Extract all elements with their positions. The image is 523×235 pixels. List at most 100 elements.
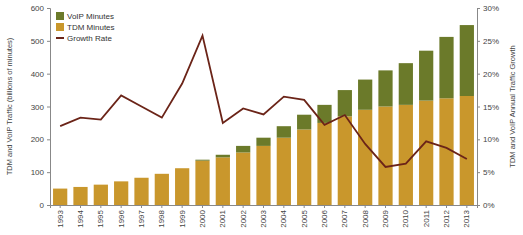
bar bbox=[378, 107, 392, 206]
y2-axis-title: TDM and VoIP Annual Traffic Growth bbox=[508, 45, 517, 167]
bar bbox=[73, 186, 87, 187]
bar bbox=[358, 110, 372, 205]
tick-label: 1993 bbox=[56, 209, 65, 227]
tick-label: 2012 bbox=[442, 209, 451, 227]
bar bbox=[317, 105, 331, 123]
tick-label: 15% bbox=[483, 103, 499, 112]
bar bbox=[134, 177, 148, 178]
tick-label: 2008 bbox=[361, 209, 370, 227]
bar bbox=[297, 115, 311, 130]
tick: 1997 bbox=[137, 205, 146, 228]
tick-mark bbox=[263, 205, 264, 208]
axis-line bbox=[51, 206, 478, 209]
bar bbox=[378, 70, 392, 106]
legend-item: Growth Rate bbox=[56, 34, 112, 43]
tick: 2006 bbox=[320, 205, 329, 228]
bar bbox=[216, 157, 230, 205]
legend-label: VoIP Minutes bbox=[67, 12, 114, 21]
tick: 1993 bbox=[56, 205, 65, 228]
tick: 2010 bbox=[401, 205, 410, 228]
tick-mark bbox=[243, 205, 244, 208]
tick-mark bbox=[426, 205, 427, 208]
tick: 2002 bbox=[239, 205, 248, 228]
x-axis: 1993199419951996199719981999200020012002… bbox=[51, 205, 478, 228]
tick-mark bbox=[100, 205, 101, 208]
bar bbox=[53, 188, 67, 189]
tick-mark bbox=[344, 205, 345, 208]
bar bbox=[94, 184, 108, 185]
tick-label: 1996 bbox=[117, 209, 126, 227]
bar-series bbox=[195, 25, 474, 161]
bar bbox=[460, 25, 474, 96]
legend-swatch bbox=[56, 37, 64, 39]
tick: 1995 bbox=[96, 205, 105, 228]
bar bbox=[155, 174, 169, 205]
tick: 0 bbox=[40, 201, 50, 210]
tick: 2000 bbox=[198, 205, 207, 228]
tick-label: 400 bbox=[31, 70, 45, 79]
tick-mark bbox=[477, 41, 480, 42]
tick: 30% bbox=[477, 4, 499, 13]
tick: 100 bbox=[31, 168, 50, 177]
tick: 600 bbox=[31, 4, 50, 13]
tick-mark bbox=[161, 205, 162, 208]
bar bbox=[256, 138, 270, 146]
tick: 2013 bbox=[462, 205, 471, 228]
tick: 200 bbox=[31, 135, 50, 144]
bar bbox=[277, 138, 291, 205]
tick: 2003 bbox=[259, 205, 268, 228]
tick-mark bbox=[304, 205, 305, 208]
tick-label: 100 bbox=[31, 168, 45, 177]
bar bbox=[358, 80, 372, 110]
tick: 5% bbox=[477, 168, 495, 177]
tick-mark bbox=[47, 139, 50, 140]
bar bbox=[236, 152, 250, 205]
tick-label: 1995 bbox=[96, 209, 105, 227]
tick-label: 200 bbox=[31, 135, 45, 144]
bar bbox=[399, 63, 413, 105]
tick-label: 10% bbox=[483, 135, 499, 144]
tick-label: 1997 bbox=[137, 209, 146, 227]
tick: 2008 bbox=[361, 205, 370, 228]
tick: 400 bbox=[31, 70, 50, 79]
y-axis: 0100200300400500600 bbox=[31, 4, 51, 210]
tick: 0% bbox=[477, 201, 495, 210]
tick-label: 300 bbox=[31, 103, 45, 112]
tick: 10% bbox=[477, 135, 499, 144]
bar bbox=[175, 168, 189, 169]
bar bbox=[195, 161, 209, 205]
tick-label: 600 bbox=[31, 4, 45, 13]
chart: 01002003004005006000%5%10%15%20%25%30%19… bbox=[0, 0, 523, 235]
tick-mark bbox=[477, 74, 480, 75]
tick-label: 1999 bbox=[178, 209, 187, 227]
tick-label: 2013 bbox=[462, 209, 471, 227]
tick-mark bbox=[283, 205, 284, 208]
bar bbox=[399, 105, 413, 205]
tick-label: 2011 bbox=[422, 209, 431, 227]
tick-mark bbox=[385, 205, 386, 208]
bar bbox=[175, 168, 189, 205]
bar bbox=[277, 126, 291, 137]
axis-line bbox=[47, 9, 51, 206]
tick: 25% bbox=[477, 37, 499, 46]
tick-mark bbox=[80, 205, 81, 208]
bar bbox=[195, 159, 209, 161]
bar bbox=[317, 123, 331, 205]
bar bbox=[419, 51, 433, 101]
marks bbox=[53, 25, 474, 205]
bar bbox=[338, 116, 352, 205]
bar bbox=[297, 129, 311, 205]
tick-mark bbox=[324, 205, 325, 208]
bar bbox=[114, 181, 128, 205]
tick-mark bbox=[47, 41, 50, 42]
tick: 2011 bbox=[422, 205, 431, 227]
tick-mark bbox=[466, 205, 467, 208]
tick-mark bbox=[47, 74, 50, 75]
tick-label: 1994 bbox=[76, 209, 85, 227]
bar bbox=[155, 173, 169, 174]
tick-mark bbox=[47, 205, 50, 206]
growth-line bbox=[60, 36, 467, 167]
bar bbox=[216, 155, 230, 158]
tick-label: 5% bbox=[483, 168, 495, 177]
y-axis-title: TDM and VoIP Traffic (billions of minute… bbox=[5, 37, 14, 175]
